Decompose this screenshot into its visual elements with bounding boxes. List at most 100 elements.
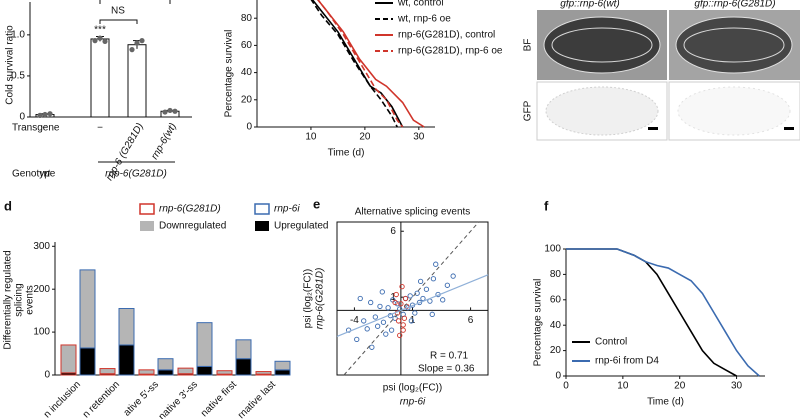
data-point — [357, 295, 363, 302]
x-tick-label: 10 — [305, 132, 317, 143]
survival-line — [317, 0, 404, 128]
row-label: Genotype — [12, 169, 56, 180]
data-point — [388, 327, 395, 333]
worms — [675, 16, 793, 74]
data-point — [385, 305, 391, 311]
x-tick-label: 30 — [413, 132, 425, 143]
legend-swatch — [139, 203, 155, 215]
data-point — [380, 319, 387, 325]
y-tick-label: 60 — [550, 294, 562, 305]
bar-segment — [138, 369, 155, 375]
x-tick-label: − — [42, 123, 48, 134]
survival-line — [310, 0, 398, 128]
survival-line — [317, 0, 425, 128]
bar-segment — [60, 344, 77, 374]
gfp-signal — [677, 86, 791, 136]
data-point — [167, 107, 173, 114]
micrographs: gfp::rnp-6(wt) gfp::rnp-6(G281D) BF GFP — [523, 0, 800, 141]
y-tick-label: 100 — [33, 327, 50, 338]
x-tick-label: 6 — [468, 315, 474, 326]
data-point — [440, 297, 446, 303]
y-tick-label: 80 — [550, 269, 562, 280]
legend-swatch — [255, 221, 269, 231]
legend-label: rnp-6i from D4 — [595, 356, 659, 367]
y-tick-label: 100 — [544, 244, 561, 255]
legend-label: Upregulated — [274, 221, 328, 232]
legend-swatch — [254, 203, 270, 215]
bar-segment — [235, 358, 252, 376]
x-tick-label: -4 — [350, 315, 359, 326]
data-point — [372, 314, 378, 320]
data-point — [97, 35, 103, 41]
data-point — [162, 109, 168, 115]
x-tick-label: 10 — [617, 381, 629, 392]
panel-label: e — [313, 196, 320, 211]
data-point — [450, 273, 456, 279]
legend-label: rnp-6(G281D), control — [398, 30, 495, 41]
data-point — [420, 295, 426, 302]
data-point — [397, 332, 403, 339]
data-point — [405, 305, 411, 311]
data-point — [412, 310, 418, 316]
data-point — [368, 299, 374, 306]
y-axis-label: Percentage survival — [224, 30, 235, 118]
genotype-label: rnp-6(G281D) — [105, 169, 167, 180]
legend-label: wt, rnp-6 oe — [397, 14, 451, 25]
data-point — [392, 299, 398, 306]
worms — [683, 27, 785, 63]
x-axis-label: rnp-6i — [400, 397, 426, 408]
panel-label: d — [4, 198, 12, 213]
bar-segment — [79, 269, 96, 349]
data-point — [400, 322, 406, 328]
bar-segment — [196, 322, 213, 367]
bar-segment — [216, 370, 233, 375]
annotation: R = 0.71 — [430, 351, 469, 362]
gfp-signal — [545, 86, 659, 136]
data-point — [429, 311, 435, 317]
x-tick-label: 30 — [731, 381, 743, 392]
panel-label: f — [544, 198, 549, 213]
y-tick-label: 40 — [241, 67, 253, 78]
plot-frame — [336, 221, 489, 376]
x-tick-label: 0 — [563, 381, 569, 392]
bar-segment — [274, 369, 291, 376]
legend-label: rnp-6(G281D) — [159, 204, 221, 215]
legend-label: Downregulated — [159, 221, 226, 232]
bracket — [99, 19, 138, 24]
data-point — [414, 290, 420, 296]
bar-segment — [157, 369, 174, 376]
bar-segment — [118, 308, 135, 346]
data-point — [134, 40, 140, 46]
data-point — [400, 327, 406, 333]
data-point — [47, 111, 53, 117]
bar-segment — [79, 347, 96, 376]
data-point — [361, 318, 367, 324]
worms — [551, 27, 653, 63]
worms — [543, 16, 661, 74]
annotation: NS — [111, 6, 125, 17]
legend-label: Control — [595, 337, 627, 348]
data-point — [379, 289, 385, 295]
data-point — [383, 331, 389, 337]
bracket — [99, 0, 171, 4]
data-point — [430, 276, 437, 282]
data-point — [399, 283, 405, 290]
row-label: BF — [523, 39, 534, 52]
data-point — [139, 38, 145, 44]
x-axis-label: psi (log₂(FC)) — [383, 383, 442, 394]
data-point — [401, 315, 408, 321]
y-tick-label: 20 — [550, 345, 562, 356]
legend-swatch — [140, 221, 154, 231]
legend-label: rnp-6i — [274, 204, 300, 215]
data-point — [393, 291, 399, 298]
data-point — [408, 318, 414, 324]
data-point — [398, 301, 404, 307]
y-axis-label: Percentage survival — [533, 279, 544, 367]
y-axis-label: splicing — [14, 283, 25, 316]
data-point — [392, 315, 398, 321]
annotation: Slope = 0.36 — [418, 364, 475, 375]
legend-label: rnp-6(G281D), rnp-6 oe — [398, 46, 503, 57]
x-tick-label: 20 — [674, 381, 686, 392]
y-tick-label: 300 — [33, 241, 50, 252]
data-point — [417, 278, 424, 285]
